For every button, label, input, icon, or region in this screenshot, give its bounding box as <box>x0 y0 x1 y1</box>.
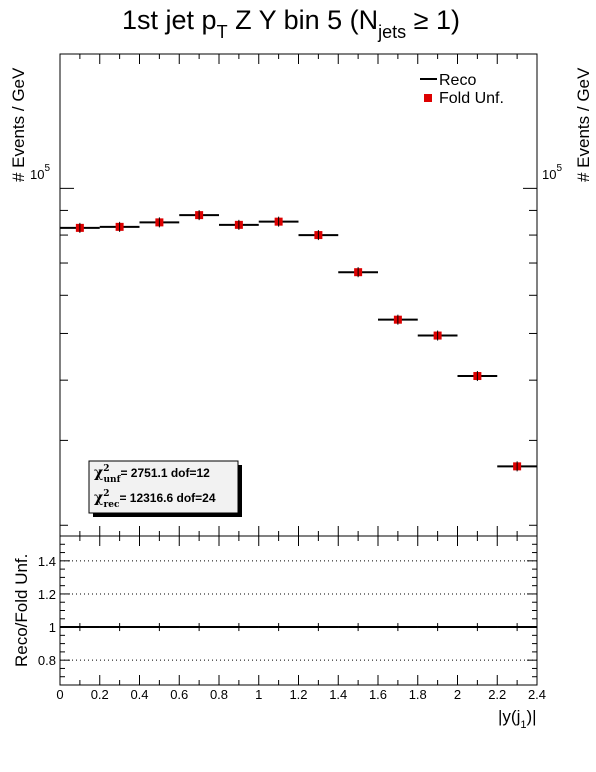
y-tick-label-right: 105 <box>542 163 562 182</box>
legend: Reco Fold Unf. <box>420 72 504 107</box>
y-axis-title-right: # Events / GeV <box>574 67 593 182</box>
legend-reco-label: Reco <box>439 72 476 89</box>
y-tick-label-left: 105 <box>30 163 50 182</box>
top-data-marks <box>60 210 537 472</box>
ratio-gridlines <box>60 560 537 661</box>
x-tick-label: 0.2 <box>91 687 109 702</box>
x-tick-label: 2 <box>454 687 461 702</box>
ratio-y-tick-label: 0.8 <box>38 653 56 668</box>
x-tick-label: 1 <box>255 687 262 702</box>
x-axis-title: |y(j1)| <box>498 707 537 731</box>
ratio-data-marks <box>59 623 538 632</box>
title-sub: T <box>217 22 228 42</box>
legend-fold-marker <box>424 94 432 102</box>
x-tick-label: 1.4 <box>329 687 347 702</box>
x-tick-label: 0.8 <box>210 687 228 702</box>
y-tick-exp-left: 5 <box>44 163 50 174</box>
title-sub2: jets <box>377 22 406 42</box>
ratio-ticks: 0 0.2 0.4 0.6 0.8 1 1.2 1.4 1.6 1.8 2 2.2 2.4 0.8 1 1.2… <box>38 536 546 702</box>
title-mid: Z Y bin 5 (N <box>228 5 379 35</box>
x-tick-label: 1.6 <box>369 687 387 702</box>
x-tick-label: 0.6 <box>170 687 188 702</box>
ratio-y-tick-label: 1 <box>49 620 56 635</box>
x-tick-label: 0 <box>56 687 63 702</box>
x-tick-label: 1.8 <box>409 687 427 702</box>
y-tick-exp-right: 5 <box>556 163 562 174</box>
chi2-rec: χ2 rec= 12316.6 dof=24 <box>94 489 216 510</box>
ratio-y-tick-label: 1.2 <box>38 587 56 602</box>
chart-title: 1st jet pT Z Y bin 5 (Njets ≥ 1) <box>122 5 460 42</box>
ratio-plot-frame <box>59 535 538 686</box>
title-main: 1st jet p <box>122 5 217 35</box>
y-tick-base-left: 10 <box>30 167 44 182</box>
y-tick-base-right: 10 <box>542 167 556 182</box>
x-tick-label: 2.2 <box>488 687 506 702</box>
chi2-box: χ2 unf= 2751.1 dof=12 χ2 rec= 12316.6 dof=… <box>88 460 242 517</box>
legend-fold-label: Fold Unf. <box>439 90 504 107</box>
x-tick-label: 2.4 <box>528 687 546 702</box>
title-end: ≥ 1) <box>406 5 460 35</box>
ratio-y-axis-title: Reco/Fold Unf. <box>12 554 31 667</box>
chi2-unf: χ2 unf= 2751.1 dof=12 <box>94 464 210 485</box>
x-tick-label: 1.2 <box>289 687 307 702</box>
ratio-y-tick-label: 1.4 <box>38 554 56 569</box>
x-tick-label: 0.4 <box>130 687 148 702</box>
top-ticks <box>59 54 538 536</box>
y-axis-title-left: # Events / GeV <box>9 67 28 182</box>
